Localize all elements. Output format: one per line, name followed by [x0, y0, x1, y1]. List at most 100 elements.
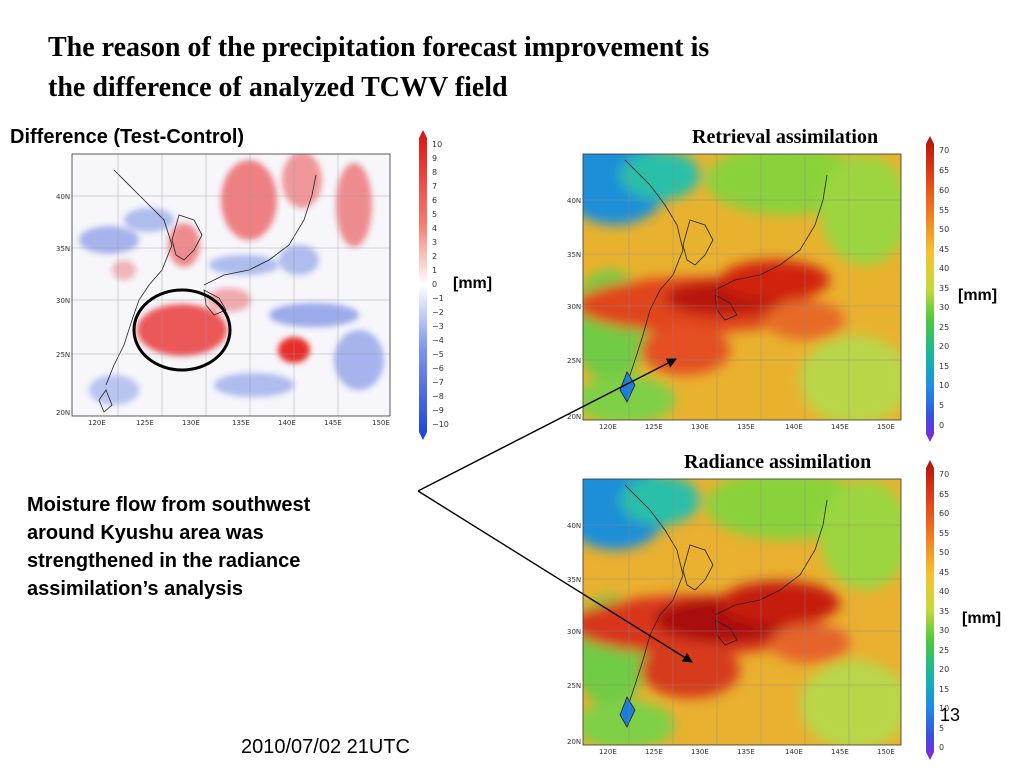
diff-lat-tick: 30N [56, 297, 70, 305]
retr-cbar-tick: 10 [939, 381, 949, 390]
diff-lat-tick: 35N [56, 245, 70, 253]
diff-lon-tick: 125E [136, 419, 154, 427]
diff-cbar-tick: 5 [432, 210, 437, 219]
rad-cbar-tick: 45 [939, 568, 949, 577]
retr-cbar-tick: 20 [939, 342, 949, 351]
diff-cbar-tick: 7 [432, 182, 437, 191]
diff-cbar-tick: 8 [432, 168, 437, 177]
page-number: 13 [940, 705, 961, 725]
difference-panel-label: Difference (Test-Control) [10, 126, 245, 148]
diff-cbar-tick: 10 [432, 140, 442, 149]
retr-cbar-tick: 25 [939, 323, 949, 332]
diff-cbar-tick: 3 [432, 238, 437, 247]
diff-lon-tick: 145E [324, 419, 342, 427]
retr-cbar-tick: 65 [939, 166, 949, 175]
retr-cbar-tick: 70 [939, 146, 949, 155]
retrieval-unit-label: [mm] [958, 287, 998, 304]
retr-cbar-tick: 15 [939, 362, 949, 371]
retr-lon-tick: 145E [831, 423, 849, 431]
diff-lon-tick: 120E [88, 419, 106, 427]
retr-lon-tick: 125E [645, 423, 663, 431]
rad-cbar-tick: 60 [939, 509, 949, 518]
rad-lon-tick: 150E [877, 748, 895, 756]
diff-cbar-tick: 4 [432, 224, 437, 233]
diff-cbar-tick: −7 [432, 378, 444, 387]
rad-cbar-tick: 65 [939, 490, 949, 499]
retrieval-colorbar-ticks: 70 65 60 55 50 45 40 35 30 25 20 15 10 5… [939, 144, 969, 434]
retr-cbar-tick: 55 [939, 206, 949, 215]
diff-cbar-tick: 0 [432, 280, 437, 289]
date-label: 2010/07/02 21UTC [241, 736, 411, 758]
retr-cbar-tick: 50 [939, 225, 949, 234]
retr-cbar-tick: 45 [939, 245, 949, 254]
retr-cbar-tick: 30 [939, 303, 949, 312]
retr-cbar-tick: 35 [939, 284, 949, 293]
retr-lon-tick: 140E [785, 423, 803, 431]
diff-cbar-tick: −6 [432, 364, 444, 373]
rad-lon-tick: 135E [737, 748, 755, 756]
retr-lat-tick: 20N [567, 413, 581, 421]
rad-cbar-tick: 35 [939, 607, 949, 616]
radiance-panel-label: Radiance assimilation [684, 451, 872, 473]
retr-cbar-tick: 5 [939, 401, 944, 410]
diff-cbar-tick: 2 [432, 252, 437, 261]
rad-cbar-tick: 5 [939, 724, 944, 733]
rad-cbar-tick: 15 [939, 685, 949, 694]
slide-title: The reason of the precipitation forecast… [48, 28, 908, 108]
rad-lon-tick: 140E [785, 748, 803, 756]
diff-lat-tick: 25N [56, 351, 70, 359]
diff-lon-tick: 135E [232, 419, 250, 427]
rad-lat-tick: 20N [567, 738, 581, 746]
retrieval-colorbar [926, 136, 934, 442]
callout-line: strengthened in the radiance [27, 550, 301, 572]
retr-lat-tick: 35N [567, 251, 581, 259]
rad-lat-tick: 35N [567, 576, 581, 584]
retr-lon-tick: 150E [877, 423, 895, 431]
rad-cbar-tick: 40 [939, 587, 949, 596]
callout-text: Moisture flow from southwest around Kyus… [27, 491, 407, 603]
radiance-unit-label: [mm] [962, 610, 1002, 627]
diff-lon-tick: 140E [278, 419, 296, 427]
rad-cbar-tick: 70 [939, 470, 949, 479]
rad-cbar-tick: 55 [939, 529, 949, 538]
rad-lon-tick: 130E [691, 748, 709, 756]
retr-lat-tick: 40N [567, 197, 581, 205]
retr-cbar-tick: 60 [939, 186, 949, 195]
radiance-colorbar-ticks: 70 65 60 55 50 45 40 35 30 25 20 15 10 5… [939, 468, 969, 758]
title-line-1: The reason of the precipitation forecast… [48, 32, 710, 63]
retrieval-map: 40N 35N 30N 25N 20N 120E 125E 130E 135E … [567, 153, 902, 431]
retr-lat-tick: 30N [567, 303, 581, 311]
rad-cbar-tick: 0 [939, 743, 944, 752]
diff-cbar-tick: 1 [432, 266, 437, 275]
diff-cbar-tick: −3 [432, 322, 444, 331]
diff-cbar-tick: −1 [432, 294, 444, 303]
retr-lon-tick: 135E [737, 423, 755, 431]
diff-cbar-tick: −2 [432, 308, 444, 317]
rad-lat-tick: 30N [567, 628, 581, 636]
retr-lon-tick: 120E [599, 423, 617, 431]
diff-cbar-tick: −10 [432, 420, 449, 429]
diff-lat-tick: 20N [56, 409, 70, 417]
diff-cbar-tick: −9 [432, 406, 444, 415]
callout-line: Moisture flow from southwest [27, 494, 311, 516]
title-line-2: the difference of analyzed TCWV field [48, 72, 508, 103]
rad-cbar-tick: 25 [939, 646, 949, 655]
retr-lat-tick: 25N [567, 357, 581, 365]
callout-line: around Kyushu area was [27, 522, 264, 544]
radiance-colorbar [926, 460, 934, 760]
rad-lat-tick: 25N [567, 682, 581, 690]
diff-lat-tick: 40N [56, 193, 70, 201]
diff-lon-tick: 150E [372, 419, 390, 427]
diff-cbar-tick: −5 [432, 350, 444, 359]
callout-line: assimilation’s analysis [27, 578, 244, 600]
rad-cbar-tick: 50 [939, 548, 949, 557]
rad-lon-tick: 120E [599, 748, 617, 756]
retrieval-panel-label: Retrieval assimilation [692, 126, 879, 148]
difference-unit-label: [mm] [453, 275, 493, 292]
difference-map: 40N 35N 30N 25N 20N 120E 125E 130E 135E … [56, 153, 391, 427]
diff-cbar-tick: −8 [432, 392, 444, 401]
retr-lon-tick: 130E [691, 423, 709, 431]
rad-lat-tick: 40N [567, 522, 581, 530]
diff-cbar-tick: −4 [432, 336, 444, 345]
rad-lon-tick: 125E [645, 748, 663, 756]
